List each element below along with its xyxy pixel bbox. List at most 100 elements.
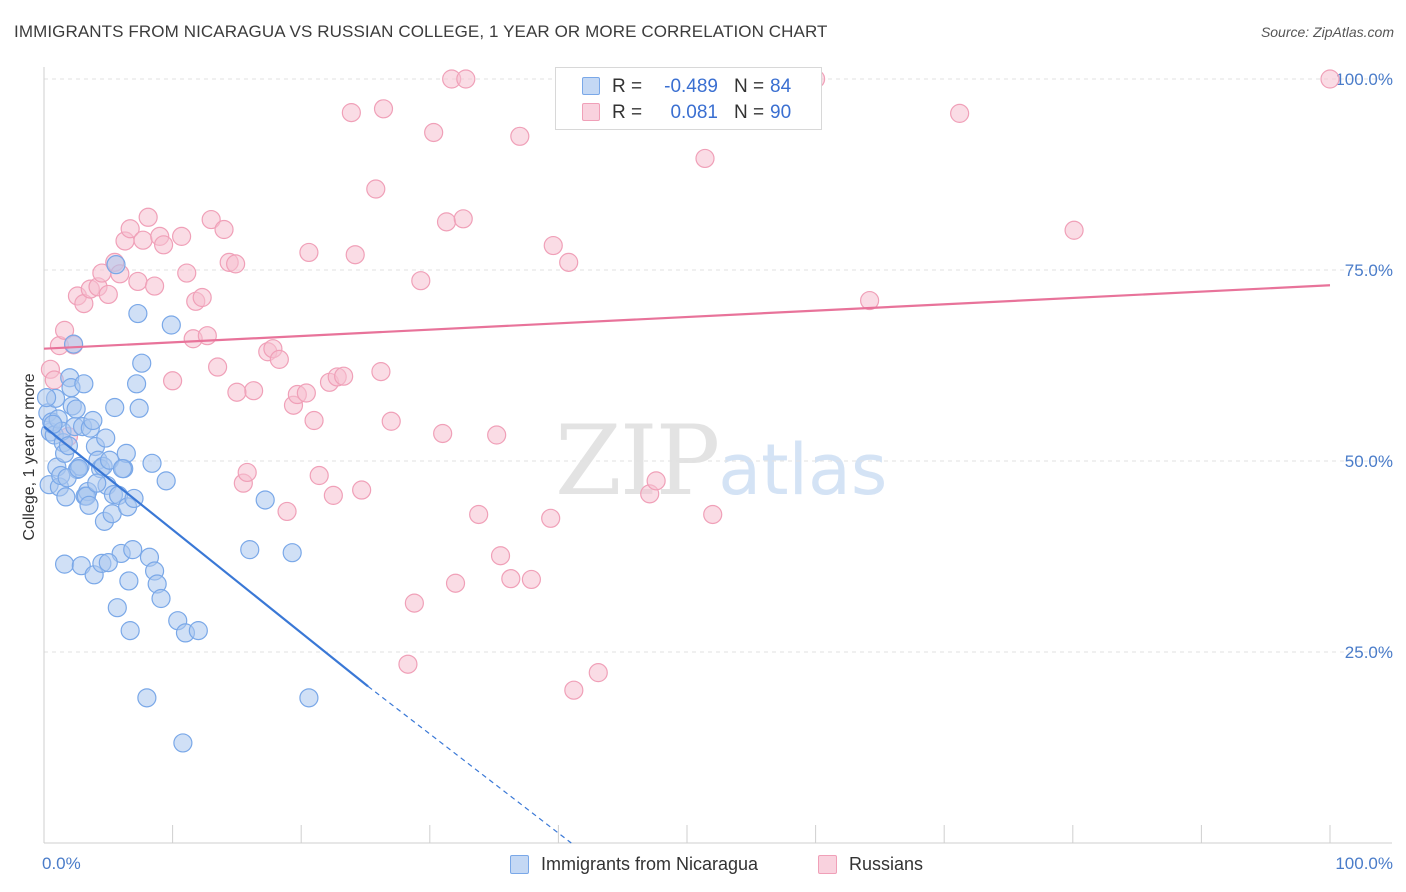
nicaragua-point xyxy=(112,459,133,479)
russian-point xyxy=(1064,220,1084,240)
nicaragua-point xyxy=(161,315,181,335)
russian-point xyxy=(172,226,192,246)
russian-point xyxy=(208,357,228,377)
legend-r-label: R = xyxy=(612,102,643,123)
legend-n-value: 90 xyxy=(770,102,792,123)
legend-n-label: N = xyxy=(734,102,765,123)
russian-point xyxy=(564,680,584,700)
russian-point xyxy=(226,254,246,274)
y-tick-label: 50.0% xyxy=(1345,452,1393,471)
nicaragua-point xyxy=(79,495,99,515)
russian-point xyxy=(950,103,970,123)
russian-point xyxy=(373,99,394,119)
russian-point xyxy=(487,425,507,445)
legend-swatch-pink xyxy=(582,103,600,121)
russian-point xyxy=(559,252,579,272)
russian-point xyxy=(269,349,289,369)
nicaragua-point xyxy=(66,399,86,419)
russian-point xyxy=(541,508,561,528)
russian-point xyxy=(521,569,541,590)
nicaragua-point xyxy=(132,353,152,373)
nicaragua-trend-extension xyxy=(367,685,572,844)
legend-n-value: 84 xyxy=(770,76,792,97)
russian-point xyxy=(227,382,247,402)
nicaragua-point xyxy=(129,398,149,418)
russian-point xyxy=(588,663,608,683)
nicaragua-point xyxy=(106,255,126,275)
russian-point xyxy=(153,235,174,255)
nicaragua-point xyxy=(173,733,193,753)
watermark-atlas: atlas xyxy=(718,429,888,511)
russian-point xyxy=(381,411,401,431)
russian-point xyxy=(163,371,183,391)
nicaragua-point xyxy=(54,554,75,574)
series-swatch-pink xyxy=(818,855,837,874)
russian-point xyxy=(341,103,361,123)
russian-point xyxy=(201,209,221,230)
russian-point xyxy=(304,410,324,431)
legend-swatch-blue xyxy=(582,77,600,95)
series-swatch-blue xyxy=(510,855,529,874)
russian-point xyxy=(445,573,466,593)
nicaragua-point xyxy=(43,414,63,434)
russian-point xyxy=(703,504,723,525)
y-tick-label: 25.0% xyxy=(1345,643,1393,662)
russian-point xyxy=(138,207,158,227)
russian-point xyxy=(366,179,386,199)
nicaragua-point xyxy=(282,543,302,563)
y-tick-label: 75.0% xyxy=(1345,261,1393,280)
nicaragua-point xyxy=(96,428,116,448)
russian-point xyxy=(323,485,343,505)
russian-point xyxy=(490,546,511,566)
nicaragua-point xyxy=(120,621,140,641)
russian-point xyxy=(646,471,666,491)
russian-point xyxy=(244,381,264,401)
nicaragua-point xyxy=(98,553,118,573)
russian-point xyxy=(436,212,457,232)
nicaragua-point xyxy=(156,471,176,491)
nicaragua-trend-line xyxy=(43,425,369,688)
nicaragua-point xyxy=(255,490,275,510)
russian-point xyxy=(352,480,372,500)
russians-trend-line xyxy=(43,284,1331,350)
russian-point xyxy=(192,287,212,308)
series-label-russians: Russians xyxy=(849,854,924,874)
russian-point xyxy=(501,569,521,589)
x-tick-label-max: 100.0% xyxy=(1335,854,1393,873)
russian-point xyxy=(128,271,148,292)
legend-n-label: N = xyxy=(734,76,765,97)
chart-title: IMMIGRANTS FROM NICARAGUA VS RUSSIAN COL… xyxy=(14,22,828,41)
nicaragua-point xyxy=(137,688,157,708)
legend-r-value: 0.081 xyxy=(670,102,718,123)
nicaragua-point xyxy=(69,459,89,479)
x-tick-label-min: 0.0% xyxy=(42,854,81,873)
russian-point xyxy=(433,423,453,444)
legend-r-value: -0.489 xyxy=(664,76,718,97)
russian-point xyxy=(177,263,197,283)
russian-point xyxy=(133,230,153,250)
russian-point xyxy=(120,219,140,239)
nicaragua-point xyxy=(299,688,319,708)
russian-point xyxy=(456,69,476,89)
russian-point xyxy=(98,284,118,305)
russian-point xyxy=(371,362,391,382)
nicaragua-point xyxy=(240,540,260,560)
russian-point xyxy=(404,593,424,613)
nicaragua-point xyxy=(83,410,103,431)
nicaragua-point xyxy=(119,571,139,591)
russian-point xyxy=(860,290,880,311)
russian-point xyxy=(296,383,316,403)
russian-point xyxy=(214,219,234,240)
legend-r-label: R = xyxy=(612,76,643,97)
source-credit: Source: ZipAtlas.com xyxy=(1260,24,1394,40)
russian-point xyxy=(299,242,319,263)
russian-point xyxy=(453,209,473,229)
russian-point xyxy=(334,366,354,386)
russian-point xyxy=(54,320,75,340)
russian-point xyxy=(237,462,257,483)
legend-row-russians: R = 0.081 N = 90 xyxy=(556,100,821,126)
russian-point xyxy=(469,504,489,525)
nicaragua-point xyxy=(107,598,127,618)
russian-point xyxy=(543,235,563,256)
nicaragua-point xyxy=(56,487,76,507)
